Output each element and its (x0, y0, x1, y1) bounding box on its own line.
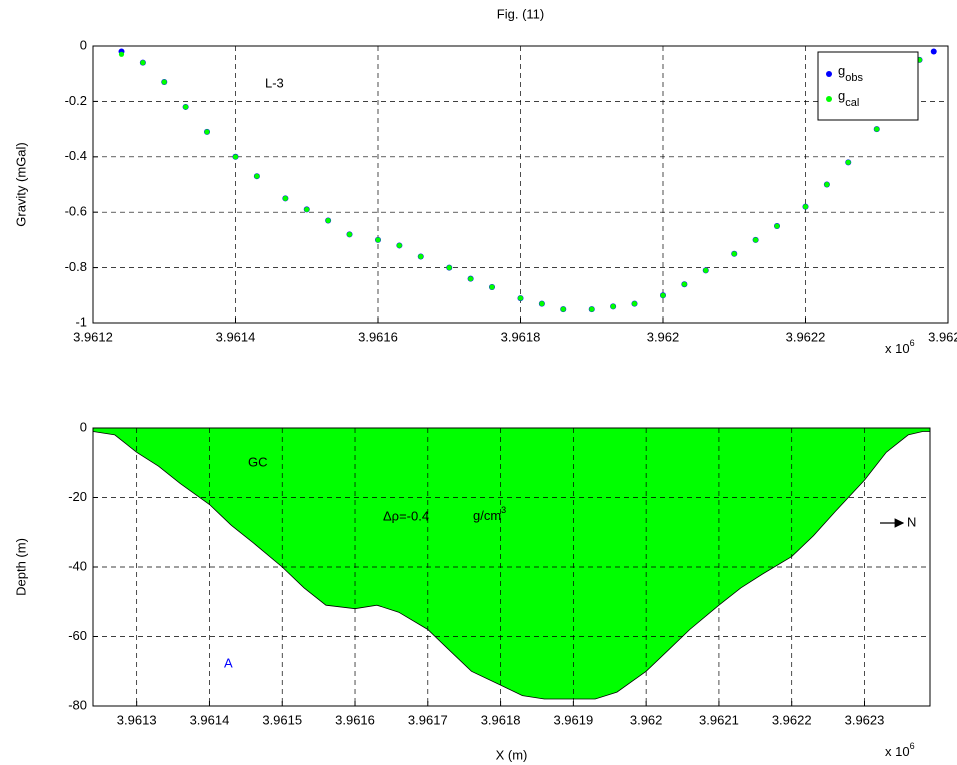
x-tick-label: 3.9624 (928, 329, 957, 344)
y-tick-label: -0.6 (65, 204, 87, 219)
x-tick-label: 3.9616 (335, 712, 375, 727)
x-exponent-sup: 6 (910, 741, 915, 751)
data-point (418, 253, 424, 260)
data-point (539, 301, 545, 307)
y-tick-label: 0 (80, 419, 87, 434)
data-point (731, 251, 737, 257)
x-exponent-base: x 10 (885, 341, 910, 356)
y-tick-label: -40 (68, 558, 87, 573)
data-point (346, 231, 353, 237)
x-tick-label: 3.9614 (190, 712, 230, 727)
y-axis-label: Depth (m) (13, 538, 28, 596)
x-tick-label: 3.9618 (481, 712, 521, 727)
x-tick-label: 3.9615 (262, 712, 302, 727)
data-point (660, 292, 666, 298)
x-exponent-sup: 6 (910, 338, 915, 348)
axes-box (92, 45, 949, 324)
y-tick-label: -1 (75, 314, 87, 329)
x-tick-label: 3.9621 (699, 712, 739, 727)
x-tick-label: 3.9612 (73, 329, 113, 344)
data-point (631, 301, 638, 307)
data-point (845, 159, 851, 165)
data-point (589, 306, 595, 312)
data-point (930, 48, 937, 55)
chart-title: Fig. (11) (497, 6, 544, 21)
data-point (774, 223, 780, 229)
data-point (681, 281, 687, 287)
x-tick-label: 3.9617 (408, 712, 448, 727)
data-point (375, 237, 381, 243)
data-point (802, 204, 809, 210)
x-tick-label: 3.9618 (501, 329, 541, 344)
x-tick-label: 3.9622 (786, 329, 826, 344)
data-point (304, 206, 310, 213)
data-point (610, 303, 616, 309)
legend-name: g (838, 88, 845, 103)
legend-label: gcal (838, 88, 859, 108)
data-point (325, 217, 331, 224)
data-point (282, 195, 288, 201)
x-exponent: x 106 (885, 741, 915, 759)
x-tick-label: 3.9613 (117, 712, 157, 727)
data-point (232, 154, 239, 160)
data-point (446, 265, 452, 271)
y-tick-label: -80 (68, 697, 87, 712)
data-point (254, 173, 260, 179)
panel-label: L-3 (265, 75, 284, 90)
data-point (204, 129, 210, 135)
body-label: GC (248, 454, 268, 469)
legend-label: gobs (838, 63, 863, 83)
data-point (560, 306, 566, 312)
data-point (517, 295, 524, 301)
data-point (824, 181, 830, 188)
data-point (753, 237, 759, 243)
data-point (468, 276, 474, 282)
data-point (161, 79, 167, 85)
y-tick-label: -0.2 (65, 93, 87, 108)
density-unit-sup: 3 (501, 505, 506, 515)
y-tick-label: 0 (80, 37, 87, 52)
x-tick-label: 3.9619 (553, 712, 593, 727)
x-axis-label: X (m) (496, 747, 528, 762)
y-tick-label: -60 (68, 628, 87, 643)
density-unit: g/cm3 (473, 505, 506, 523)
x-exponent: x 106 (885, 338, 915, 356)
legend-marker (826, 71, 832, 77)
x-tick-label: 3.9614 (216, 329, 256, 344)
y-tick-label: -20 (68, 489, 87, 504)
x-tick-label: 3.9623 (845, 712, 885, 727)
legend-box (817, 51, 919, 121)
data-point (703, 267, 709, 273)
y-tick-label: -0.4 (65, 148, 87, 163)
data-point (396, 242, 402, 249)
x-tick-label: 3.9622 (772, 712, 812, 727)
data-point (140, 60, 146, 66)
density-unit-base: g/cm (473, 508, 501, 523)
data-point (118, 51, 125, 57)
y-tick-label: -0.8 (65, 259, 87, 274)
legend-marker (826, 96, 832, 102)
density-label: Δρ=-0.4 (383, 508, 429, 523)
axes-box (92, 427, 931, 707)
x-tick-label: 3.962 (630, 712, 663, 727)
x-tick-label: 3.962 (647, 329, 680, 344)
depth-area (93, 428, 930, 699)
north-label: N (907, 514, 916, 529)
data-point (489, 284, 495, 290)
legend-sub: obs (845, 72, 863, 84)
depth-outline (92, 431, 930, 700)
panel-label: A (224, 655, 233, 670)
x-tick-label: 3.9616 (358, 329, 398, 344)
x-exponent-base: x 10 (885, 744, 910, 759)
legend-sub: cal (845, 97, 859, 109)
data-point (874, 126, 880, 132)
data-point (183, 104, 189, 110)
legend-name: g (838, 63, 845, 78)
y-axis-label: Gravity (mGal) (13, 142, 28, 227)
